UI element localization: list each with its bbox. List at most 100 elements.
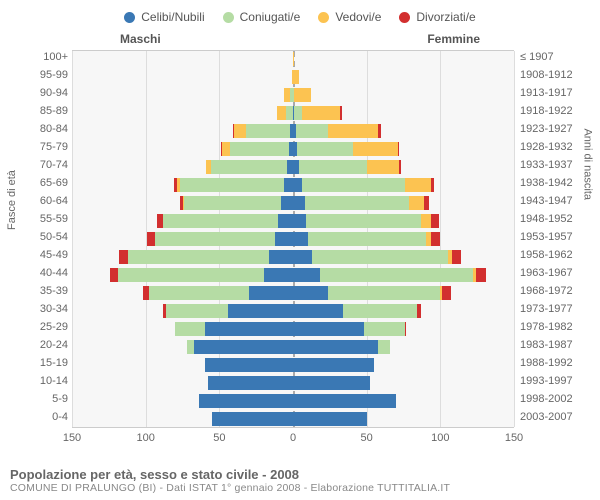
bar-female	[367, 160, 399, 174]
pyramid-row	[72, 267, 514, 283]
age-label: 65-69	[8, 177, 68, 189]
gridline	[514, 51, 515, 427]
population-pyramid: Celibi/NubiliConiugati/eVedovi/eDivorzia…	[0, 0, 600, 500]
bar-female	[378, 340, 390, 354]
birth-label: ≤ 1907	[520, 51, 590, 63]
bar-male	[147, 232, 154, 246]
birth-label: 1993-1997	[520, 375, 590, 387]
birth-label: 1948-1952	[520, 213, 590, 225]
bar-male	[110, 268, 117, 282]
age-label: 55-59	[8, 213, 68, 225]
bar-female	[328, 124, 378, 138]
bar-male	[264, 268, 293, 282]
pyramid-row	[72, 123, 514, 139]
bar-male	[230, 142, 289, 156]
x-tick-label: 150	[63, 432, 81, 444]
bar-female	[293, 412, 367, 426]
bar-male	[205, 358, 293, 372]
age-label: 35-39	[8, 285, 68, 297]
age-label: 100+	[8, 51, 68, 63]
bar-male	[128, 250, 269, 264]
bar-male	[269, 250, 293, 264]
bar-male	[208, 376, 293, 390]
female-title: Femmine	[427, 32, 480, 46]
age-label: 25-29	[8, 321, 68, 333]
bar-male	[175, 322, 204, 336]
birth-label: 1963-1967	[520, 267, 590, 279]
bar-male	[222, 142, 229, 156]
pyramid-row	[72, 195, 514, 211]
birth-label: 1923-1927	[520, 123, 590, 135]
bar-female	[294, 106, 301, 120]
bar-female	[297, 142, 353, 156]
pyramid-row	[72, 285, 514, 301]
pyramid-row	[72, 141, 514, 157]
bar-female	[305, 196, 410, 210]
bar-male	[246, 124, 290, 138]
bar-male	[194, 340, 293, 354]
bar-male	[286, 106, 293, 120]
age-label: 5-9	[8, 393, 68, 405]
bar-female	[328, 286, 440, 300]
x-tick-label: 150	[505, 432, 523, 444]
footer-subtitle: COMUNE DI PRALUNGO (BI) - Dati ISTAT 1° …	[10, 482, 450, 494]
bar-female	[431, 214, 438, 228]
bar-female	[293, 322, 364, 336]
bar-female	[293, 358, 374, 372]
birth-label: 1918-1922	[520, 105, 590, 117]
legend-label: Celibi/Nubili	[141, 10, 204, 24]
bar-female	[293, 196, 305, 210]
bar-female	[293, 232, 308, 246]
pyramid-row	[72, 303, 514, 319]
bar-female	[293, 286, 328, 300]
bar-female	[293, 340, 378, 354]
bar-female	[299, 160, 367, 174]
bar-female	[399, 160, 400, 174]
birth-label: 1943-1947	[520, 195, 590, 207]
legend-item: Divorziati/e	[399, 10, 475, 24]
age-label: 90-94	[8, 87, 68, 99]
age-label: 60-64	[8, 195, 68, 207]
bar-female	[293, 178, 302, 192]
birth-label: 1968-1972	[520, 285, 590, 297]
bar-male	[163, 214, 278, 228]
pyramid-row	[72, 51, 514, 67]
bar-male	[177, 178, 180, 192]
bar-male	[180, 196, 183, 210]
pyramid-row	[72, 249, 514, 265]
bar-female	[409, 196, 424, 210]
bar-male	[281, 196, 293, 210]
bar-female	[442, 286, 451, 300]
age-label: 75-79	[8, 141, 68, 153]
legend-swatch	[399, 12, 410, 23]
bar-male	[275, 232, 293, 246]
pyramid-row	[72, 411, 514, 427]
bar-male	[221, 142, 222, 156]
pyramid-row	[72, 87, 514, 103]
birth-label: 1933-1937	[520, 159, 590, 171]
male-title: Maschi	[120, 32, 161, 46]
birth-label: 1958-1962	[520, 249, 590, 261]
legend-label: Divorziati/e	[416, 10, 475, 24]
birth-label: 1928-1932	[520, 141, 590, 153]
age-label: 40-44	[8, 267, 68, 279]
pyramid-row	[72, 231, 514, 247]
bar-female	[476, 268, 486, 282]
bar-female	[293, 52, 294, 66]
age-label: 95-99	[8, 69, 68, 81]
age-label: 80-84	[8, 123, 68, 135]
age-label: 50-54	[8, 231, 68, 243]
birth-label: 1978-1982	[520, 321, 590, 333]
plot-area	[72, 50, 514, 428]
bar-male	[205, 322, 293, 336]
age-label: 45-49	[8, 249, 68, 261]
legend: Celibi/NubiliConiugati/eVedovi/eDivorzia…	[0, 0, 600, 30]
bar-female	[294, 88, 310, 102]
bar-male	[166, 304, 228, 318]
bar-male	[157, 214, 163, 228]
bar-female	[308, 232, 426, 246]
pyramid-row	[72, 321, 514, 337]
bar-female	[405, 178, 432, 192]
pyramid-row	[72, 339, 514, 355]
bar-female	[302, 178, 405, 192]
